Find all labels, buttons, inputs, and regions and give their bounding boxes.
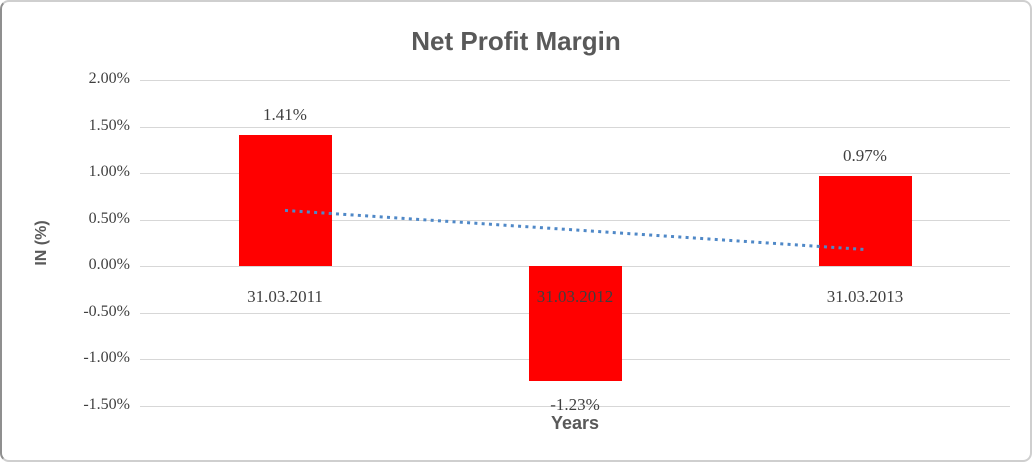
- plot-area: 31.03.2011 1.41% 31.03.2012 -1.23% 31.03.201…: [140, 80, 1010, 414]
- x-category-label: 31.03.2011: [247, 287, 323, 307]
- y-tick-label: 1.50%: [88, 116, 130, 134]
- gridline: [140, 219, 1010, 221]
- x-category-label: 31.03.2012: [536, 287, 614, 307]
- y-tick-label: 1.00%: [88, 163, 130, 181]
- data-label: 0.97%: [843, 145, 887, 165]
- y-tick-label: -0.50%: [83, 302, 130, 320]
- gridline: [140, 80, 1010, 81]
- y-axis-title: IN (%): [33, 220, 50, 266]
- y-tick-label: -1.50%: [83, 396, 130, 413]
- data-label: -1.23%: [550, 394, 600, 414]
- gridline: [140, 406, 1010, 407]
- gridline: [140, 173, 1010, 175]
- x-category-label: 31.03.2013: [826, 287, 904, 307]
- bar-31.03.2011[interactable]: [238, 134, 332, 267]
- chart-title: Net Profit Margin: [411, 26, 621, 56]
- bar-31.03.2012[interactable]: [528, 266, 622, 381]
- gridline: [140, 126, 1010, 128]
- x-axis-title: Years: [550, 413, 600, 433]
- y-tick-label: 0.00%: [88, 256, 130, 274]
- trendline[interactable]: [140, 80, 1010, 406]
- y-tick-label: 2.00%: [88, 70, 130, 87]
- data-label: 1.41%: [263, 104, 307, 124]
- bar-31.03.2013[interactable]: [818, 175, 912, 267]
- y-tick-label: 0.50%: [88, 209, 130, 227]
- y-tick-label: -1.00%: [83, 349, 130, 367]
